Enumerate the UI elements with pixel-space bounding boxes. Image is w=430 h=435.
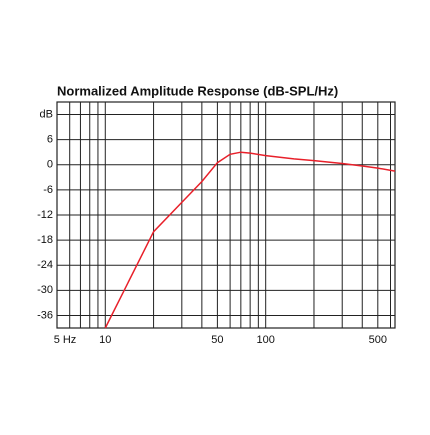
y-tick-label: 0 bbox=[47, 159, 53, 171]
x-tick-label: 10 bbox=[99, 334, 111, 346]
y-tick-label: 6 bbox=[47, 134, 53, 146]
y-tick-label: -18 bbox=[37, 234, 53, 246]
y-tick-label: -6 bbox=[43, 184, 53, 196]
chart-title: Normalized Amplitude Response (dB-SPL/Hz… bbox=[57, 83, 338, 98]
y-tick-label: -24 bbox=[37, 259, 53, 271]
x-tick-label: 5 Hz bbox=[54, 334, 77, 346]
x-tick-label: 50 bbox=[211, 334, 223, 346]
x-tick-label: 500 bbox=[369, 334, 387, 346]
response-line bbox=[104, 151, 396, 329]
y-tick-label: dB bbox=[40, 108, 53, 120]
y-tick-label: -30 bbox=[37, 284, 53, 296]
y-tick-label: -12 bbox=[37, 209, 53, 221]
x-tick-label: 100 bbox=[257, 334, 275, 346]
y-tick-label: -36 bbox=[37, 309, 53, 321]
